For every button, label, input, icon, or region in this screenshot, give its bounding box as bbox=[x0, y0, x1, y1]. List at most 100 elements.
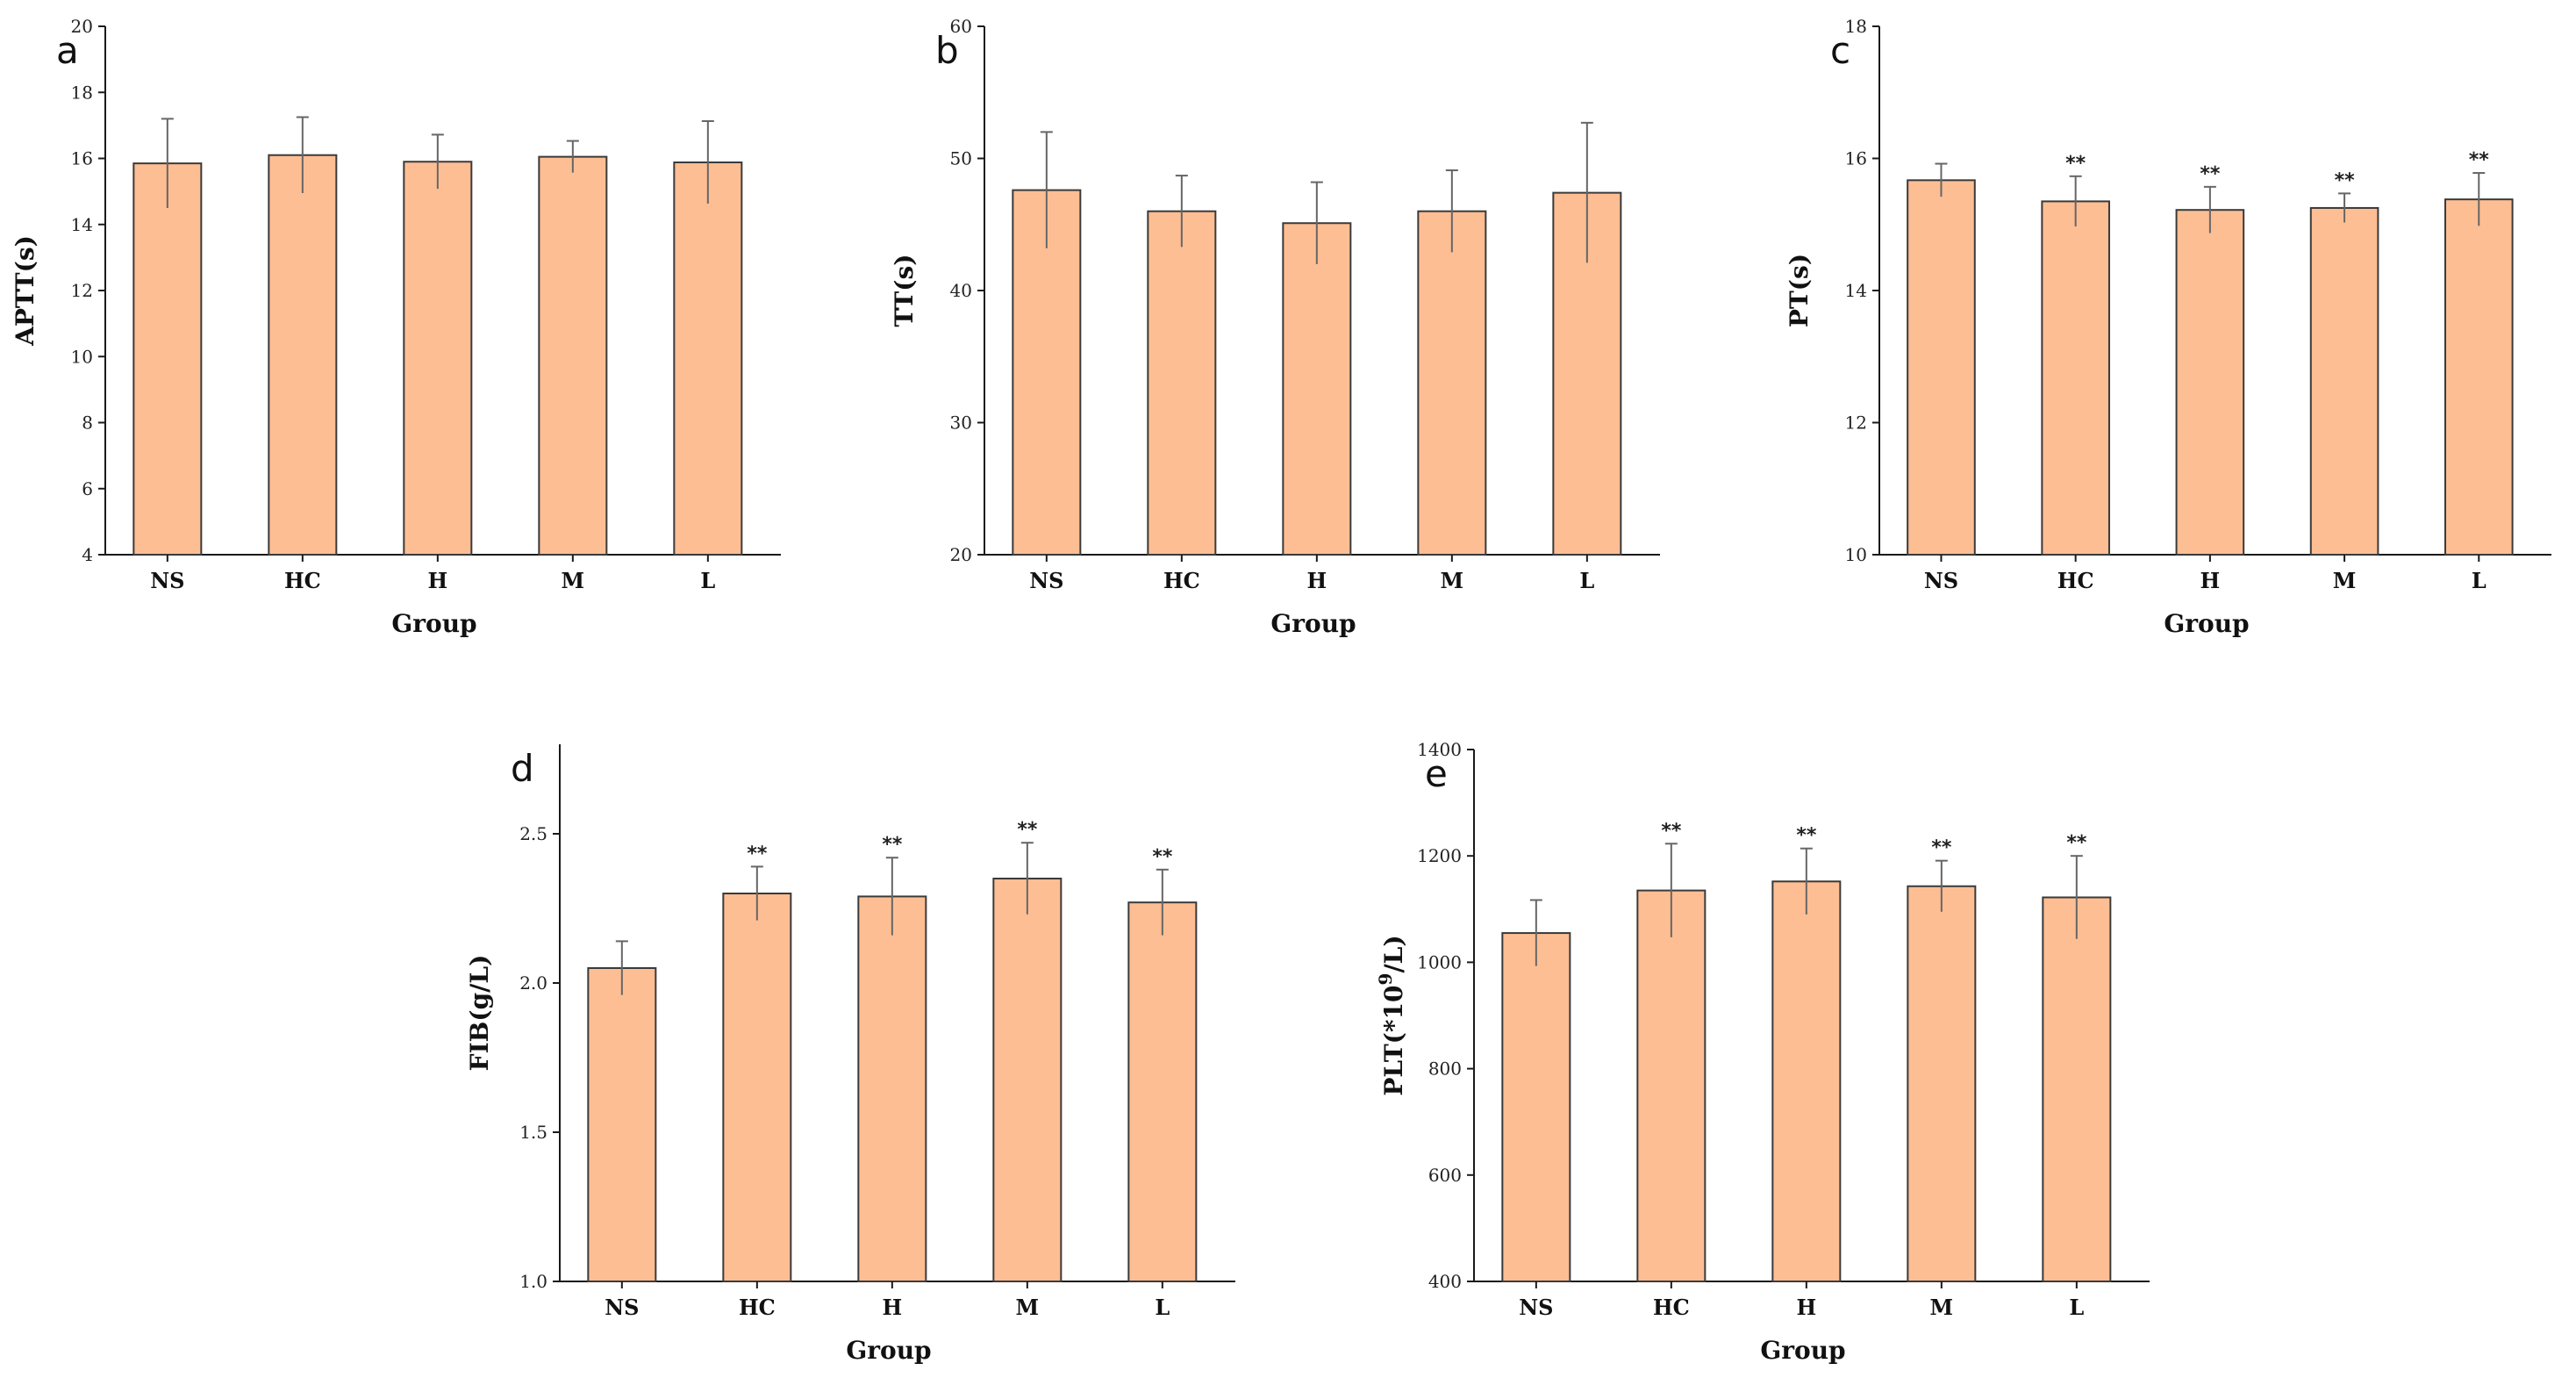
significance-marker: ** bbox=[1017, 819, 1038, 841]
bar-NS bbox=[1907, 179, 1976, 556]
significance-marker: ** bbox=[882, 834, 903, 856]
bar-L bbox=[1127, 901, 1198, 1282]
y-tick-label: 18 bbox=[71, 82, 93, 103]
y-axis-title: APTT(s) bbox=[11, 235, 39, 347]
bar-H bbox=[1282, 222, 1352, 556]
x-tick-label: M bbox=[1016, 1295, 1040, 1320]
panel-letter: a bbox=[56, 29, 79, 72]
y-tick-label: 16 bbox=[71, 148, 93, 169]
y-tick-label: 1.5 bbox=[519, 1122, 547, 1143]
bar-NS bbox=[587, 967, 657, 1282]
bar-H bbox=[403, 161, 473, 556]
chart-svg-e: e 400 600 800 1000 1200 1400 PLT(*109/L) NS ** HC *… bbox=[1375, 739, 2150, 1365]
x-tick-label: H bbox=[2200, 568, 2221, 593]
chart-svg-b: b 20 30 40 50 60 TT(s) NS HC H M L Group bbox=[890, 16, 1660, 638]
x-tick-label: HC bbox=[739, 1295, 776, 1320]
y-tick-label: 1400 bbox=[1417, 739, 1462, 760]
x-tick-label: NS bbox=[150, 568, 184, 593]
x-axis-title: Group bbox=[1270, 609, 1356, 638]
chart-panel-a: a 4 6 8 10 12 14 16 18 20 APTT(s) NS HC H M L Group bbox=[0, 0, 807, 667]
bar-M bbox=[1907, 885, 1977, 1282]
y-tick-label: 1.0 bbox=[519, 1271, 547, 1292]
y-tick-label: 600 bbox=[1428, 1165, 1462, 1186]
y-tick-label: 10 bbox=[1845, 544, 1867, 565]
x-tick-label: M bbox=[2333, 568, 2357, 593]
y-tick-label: 20 bbox=[71, 16, 93, 37]
chart-svg-a: a 4 6 8 10 12 14 16 18 20 APTT(s) NS HC H M L Group bbox=[11, 16, 781, 638]
chart-panel-d: d 1.0 1.5 2.0 2.5 FIB(g/L) NS ** HC ** H ** M ** L Grou… bbox=[456, 720, 1263, 1387]
bar-NS bbox=[1501, 932, 1571, 1282]
significance-marker: ** bbox=[2066, 832, 2087, 854]
y-tick-label: 14 bbox=[71, 214, 93, 235]
y-axis-title-sup: 9 bbox=[1375, 973, 1396, 986]
y-tick-label: 60 bbox=[950, 16, 972, 37]
x-tick-label: HC bbox=[2057, 568, 2094, 593]
x-tick-label: HC bbox=[284, 568, 321, 593]
x-axis-title: Group bbox=[2164, 609, 2249, 638]
bar-HC bbox=[1147, 210, 1217, 556]
y-tick-label: 2.0 bbox=[519, 972, 547, 994]
y-tick-label: 400 bbox=[1428, 1271, 1462, 1292]
x-tick-label: M bbox=[1441, 568, 1464, 593]
y-tick-label: 1200 bbox=[1417, 845, 1462, 866]
bar-HC bbox=[2041, 200, 2110, 556]
x-tick-label: M bbox=[562, 568, 585, 593]
bar-H bbox=[2175, 209, 2245, 556]
bar-H bbox=[1771, 880, 1842, 1282]
y-tick-label: 30 bbox=[950, 413, 972, 434]
bar-L bbox=[2042, 896, 2112, 1283]
significance-marker: ** bbox=[2200, 163, 2221, 185]
y-axis-title-main: PLT(*10 bbox=[1379, 985, 1408, 1095]
significance-marker: ** bbox=[1661, 820, 1682, 842]
x-tick-label: H bbox=[427, 568, 447, 593]
bar-HC bbox=[268, 154, 338, 556]
y-tick-label: 6 bbox=[82, 478, 93, 499]
bar-H bbox=[857, 895, 927, 1282]
x-tick-label: HC bbox=[1653, 1295, 1690, 1320]
x-tick-label: L bbox=[700, 568, 715, 593]
x-tick-label: L bbox=[2069, 1295, 2084, 1320]
x-tick-label: HC bbox=[1163, 568, 1200, 593]
chart-panel-c: c 10 12 14 16 18 PT(s) NS ** HC ** H ** M ** L Group bbox=[1772, 0, 2576, 667]
chart-panel-b: b 20 30 40 50 60 TT(s) NS HC H M L Group bbox=[877, 0, 1685, 667]
y-tick-label: 800 bbox=[1428, 1058, 1462, 1080]
bar-L bbox=[673, 161, 743, 556]
x-tick-label: M bbox=[1930, 1295, 1954, 1320]
significance-marker: ** bbox=[2469, 149, 2490, 171]
x-axis-title: Group bbox=[846, 1336, 931, 1365]
y-axis-title: PT(s) bbox=[1785, 254, 1814, 327]
y-tick-label: 2.5 bbox=[519, 823, 547, 844]
y-tick-label: 10 bbox=[71, 346, 93, 367]
y-tick-label: 50 bbox=[950, 148, 972, 169]
bar-HC bbox=[722, 893, 792, 1282]
bar-HC bbox=[1636, 889, 1707, 1282]
x-tick-label: NS bbox=[1029, 568, 1063, 593]
x-tick-label: L bbox=[1579, 568, 1594, 593]
chart-svg-d: d 1.0 1.5 2.0 2.5 FIB(g/L) NS ** HC ** H ** M ** L Grou… bbox=[465, 744, 1235, 1365]
x-axis-title: Group bbox=[391, 609, 476, 638]
chart-svg-c: c 10 12 14 16 18 PT(s) NS ** HC ** H ** M ** L Group bbox=[1785, 16, 2551, 638]
x-tick-label: H bbox=[1306, 568, 1327, 593]
x-tick-label: NS bbox=[1519, 1295, 1553, 1320]
x-tick-label: NS bbox=[605, 1295, 639, 1320]
bar-NS bbox=[1012, 189, 1082, 556]
significance-marker: ** bbox=[1796, 825, 1817, 847]
bar-M bbox=[992, 878, 1063, 1282]
y-tick-label: 4 bbox=[82, 544, 93, 565]
y-tick-label: 16 bbox=[1845, 148, 1867, 169]
y-axis-title-tail: /L) bbox=[1379, 935, 1408, 972]
bar-L bbox=[2444, 198, 2514, 556]
y-axis-title: FIB(g/L) bbox=[465, 955, 494, 1072]
bar-M bbox=[538, 155, 608, 556]
significance-marker: ** bbox=[1152, 846, 1173, 868]
bar-M bbox=[1417, 210, 1487, 556]
x-tick-label: H bbox=[882, 1295, 902, 1320]
y-axis-title: TT(s) bbox=[890, 255, 919, 327]
x-tick-label: NS bbox=[1924, 568, 1958, 593]
y-tick-label: 20 bbox=[950, 544, 972, 565]
y-tick-label: 40 bbox=[950, 280, 972, 301]
significance-marker: ** bbox=[1931, 837, 1952, 859]
y-tick-label: 1000 bbox=[1417, 951, 1462, 972]
significance-marker: ** bbox=[2065, 153, 2086, 175]
y-tick-label: 8 bbox=[82, 413, 93, 434]
